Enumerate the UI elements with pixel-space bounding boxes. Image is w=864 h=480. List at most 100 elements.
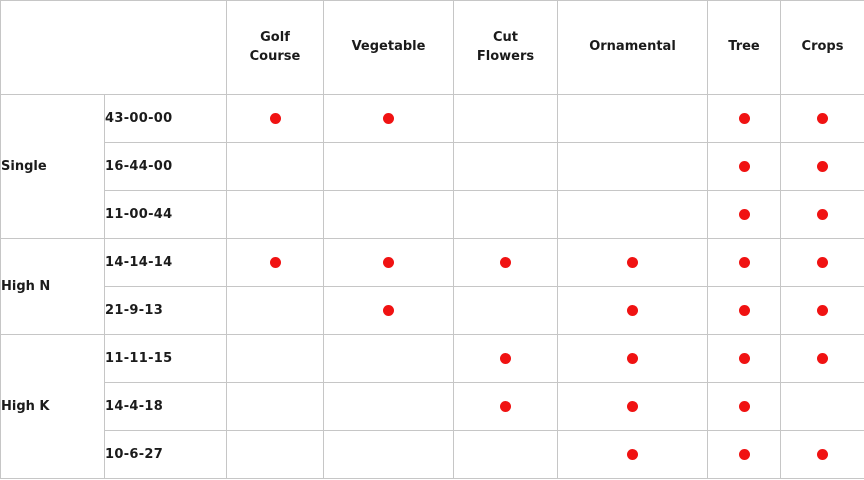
mark-cell-dot (323, 94, 454, 143)
mark-cell-dot (780, 334, 864, 383)
mark-cell-dot (780, 142, 864, 191)
mark-cell-dot (780, 238, 864, 287)
mark-cell-dot (707, 94, 781, 143)
mark-cell-empty (323, 142, 454, 191)
red-dot-icon (817, 113, 828, 124)
mark-cell-dot (323, 238, 454, 287)
mark-cell-dot (707, 430, 781, 479)
mark-cell-empty (226, 286, 324, 335)
mark-cell-dot (780, 430, 864, 479)
column-header-vegetable: Vegetable (323, 0, 454, 95)
mark-cell-empty (557, 142, 708, 191)
red-dot-icon (738, 353, 750, 364)
mark-cell-empty (323, 190, 454, 239)
red-dot-icon (817, 305, 828, 316)
mark-cell-dot (780, 286, 864, 335)
group-label-cell: High N (0, 238, 105, 335)
column-header-golf-course: Golf Course (226, 0, 324, 95)
mark-cell-empty (780, 382, 864, 431)
mark-cell-dot (453, 382, 558, 431)
mark-cell-empty (453, 142, 558, 191)
red-dot-icon (627, 353, 638, 364)
column-header-crops: Crops (780, 0, 864, 95)
table-row: 14-4-18 (1, 382, 864, 431)
red-dot-icon (269, 257, 281, 268)
table-row: 16-44-00 (1, 142, 864, 191)
mark-cell-dot (557, 334, 708, 383)
red-dot-icon (817, 353, 828, 364)
red-dot-icon (738, 305, 750, 316)
column-header-tree: Tree (707, 0, 781, 95)
mark-cell-dot (707, 382, 781, 431)
mark-cell-empty (557, 94, 708, 143)
red-dot-icon (817, 449, 828, 460)
table-body: Single 43-00-00 16-44-00 11-00-44 High N 14-1… (0, 94, 864, 479)
red-dot-icon (383, 305, 394, 316)
red-dot-icon (738, 113, 750, 124)
mark-cell-dot (453, 238, 558, 287)
mark-cell-empty (323, 382, 454, 431)
table-row: 10-6-27 (1, 430, 864, 479)
red-dot-icon (627, 401, 638, 412)
mark-cell-dot (453, 334, 558, 383)
mark-cell-empty (453, 286, 558, 335)
red-dot-icon (817, 209, 828, 220)
column-header-cut-flowers: Cut Flowers (453, 0, 558, 95)
mark-cell-dot (557, 430, 708, 479)
mark-cell-dot (780, 94, 864, 143)
mark-cell-dot (226, 238, 324, 287)
red-dot-icon (738, 401, 750, 412)
mark-cell-dot (707, 238, 781, 287)
red-dot-icon (500, 353, 511, 364)
header-row: Golf Course Vegetable Cut Flowers Orname… (0, 0, 864, 95)
red-dot-icon (500, 401, 511, 412)
table-row: High N 14-14-14 (0, 238, 864, 335)
red-dot-icon (817, 161, 828, 172)
red-dot-icon (738, 257, 750, 268)
group-label-cell: High K (0, 334, 105, 479)
mark-cell-empty (323, 334, 454, 383)
mark-cell-dot (780, 190, 864, 239)
mark-cell-dot (557, 238, 708, 287)
red-dot-icon (627, 449, 638, 460)
red-dot-icon (269, 113, 281, 124)
red-dot-icon (738, 209, 750, 220)
mark-cell-dot (707, 142, 781, 191)
mark-cell-empty (557, 190, 708, 239)
red-dot-icon (383, 257, 394, 268)
red-dot-icon (500, 257, 511, 268)
mark-cell-empty (226, 190, 324, 239)
mark-cell-dot (323, 286, 454, 335)
formula-cell: 21-9-13 (104, 286, 227, 335)
mark-cell-dot (557, 382, 708, 431)
table-row: Single 43-00-00 (0, 94, 864, 239)
column-header-ornamental: Ornamental (557, 0, 708, 95)
red-dot-icon (738, 161, 750, 172)
mark-cell-empty (323, 430, 454, 479)
formula-cell: 11-11-15 (104, 334, 227, 383)
red-dot-icon (383, 113, 394, 124)
mark-cell-empty (226, 382, 324, 431)
formula-cell: 16-44-00 (104, 142, 227, 191)
red-dot-icon (627, 305, 638, 316)
mark-cell-dot (557, 286, 708, 335)
mark-cell-empty (453, 190, 558, 239)
mark-cell-empty (226, 334, 324, 383)
formula-cell: 10-6-27 (104, 430, 227, 479)
table-row: 21-9-13 (1, 286, 864, 335)
red-dot-icon (817, 257, 828, 268)
group-label-cell: Single (0, 94, 105, 239)
mark-cell-dot (707, 190, 781, 239)
formula-cell: 11-00-44 (104, 190, 227, 239)
mark-cell-dot (226, 94, 324, 143)
mark-cell-empty (226, 142, 324, 191)
mark-cell-empty (226, 430, 324, 479)
mark-cell-dot (707, 286, 781, 335)
mark-cell-dot (707, 334, 781, 383)
formula-cell: 14-14-14 (104, 238, 227, 287)
mark-cell-empty (453, 94, 558, 143)
formula-cell: 43-00-00 (104, 94, 227, 143)
formula-cell: 14-4-18 (104, 382, 227, 431)
